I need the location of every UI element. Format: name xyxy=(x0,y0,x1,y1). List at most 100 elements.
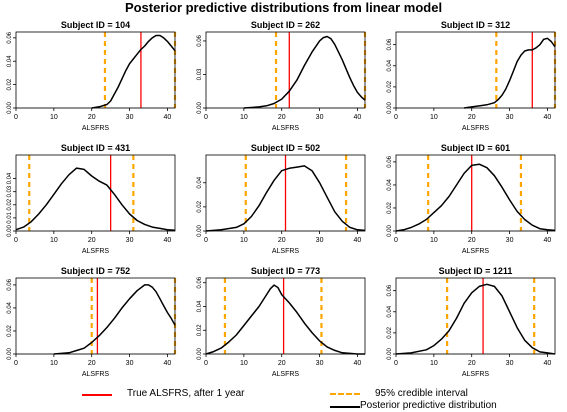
panel-8-ytick-label: 0.00 xyxy=(197,348,203,360)
legend-density-label: Posterior predictive distribution xyxy=(360,400,497,411)
panel-3-ytick-label: 0.04 xyxy=(387,59,393,71)
panel-4-ytick-label: 0.02 xyxy=(7,198,13,210)
panel-9-xlabel: ALSFRS xyxy=(462,371,490,378)
panel-4-ytick-label: 0.03 xyxy=(7,185,13,197)
panel-6-xtick-label: 10 xyxy=(430,237,438,244)
panel-2-density-curve xyxy=(243,35,366,109)
panel-4-xtick-label: 30 xyxy=(126,237,134,244)
panel-3-title: Subject ID = 312 xyxy=(441,20,510,30)
panel-1-ytick-label: 0.02 xyxy=(7,78,13,90)
panel-4-xtick-label: 40 xyxy=(164,237,172,244)
panel-2-xtick-label: 40 xyxy=(354,114,362,121)
panel-4-xtick-label: 10 xyxy=(50,237,58,244)
panel-2-ytick-label: 0.06 xyxy=(197,34,203,46)
panel-8-xlabel: ALSFRS xyxy=(272,371,300,378)
panel-9-title: Subject ID = 1211 xyxy=(439,266,513,276)
panel-4-density-curve xyxy=(15,167,176,232)
panel-3-xlabel: ALSFRS xyxy=(462,125,490,132)
panel-1-xlabel: ALSFRS xyxy=(82,125,110,132)
panel-1-density-curve xyxy=(91,34,176,109)
panel-9-ytick-label: 0.00 xyxy=(387,348,393,360)
panel-1-frame xyxy=(15,31,176,109)
panel-2-xlabel: ALSFRS xyxy=(272,125,300,132)
panel-5-ytick-label: 0.00 xyxy=(197,225,203,237)
panel-9-density-curve xyxy=(395,283,556,355)
panel-2-xtick-label: 0 xyxy=(204,114,208,121)
panel-3-ytick-label: 0.06 xyxy=(387,38,393,50)
panel-7-title: Subject ID = 752 xyxy=(61,266,130,276)
panel-5-xlabel: ALSFRS xyxy=(272,248,300,255)
panel-1-xtick-label: 10 xyxy=(50,114,58,121)
panel-2-ytick-label: 0.03 xyxy=(197,68,203,80)
panel-4-xlabel: ALSFRS xyxy=(82,248,110,255)
figure-title: Posterior predictive distributions from … xyxy=(124,0,443,15)
panel-8-xtick-label: 30 xyxy=(316,360,324,367)
panel-8-title: Subject ID = 773 xyxy=(251,266,320,276)
panel-9-ytick-label: 0.04 xyxy=(387,305,393,317)
panel-7-ytick-label: 0.06 xyxy=(7,278,13,290)
panel-6-xtick-label: 30 xyxy=(506,237,514,244)
panel-4-ytick-label: 0.04 xyxy=(7,172,13,184)
panel-4-frame xyxy=(15,154,176,232)
panel-8-xtick-label: 40 xyxy=(354,360,362,367)
panel-2-xtick-label: 10 xyxy=(240,114,248,121)
panel-5-ytick-label: 0.02 xyxy=(197,200,203,212)
panel-5-xtick-label: 40 xyxy=(354,237,362,244)
panel-6-xlabel: ALSFRS xyxy=(462,248,490,255)
panel-1-xtick-label: 20 xyxy=(88,114,96,121)
panel-9-xtick-label: 40 xyxy=(544,360,552,367)
panel-2-title: Subject ID = 262 xyxy=(251,20,320,30)
panel-4-title: Subject ID = 431 xyxy=(61,143,130,153)
panel-6-ytick-label: 0.02 xyxy=(387,201,393,213)
panel-5-xtick-label: 30 xyxy=(316,237,324,244)
panel-7-frame xyxy=(15,277,176,355)
panel-9-xtick-label: 20 xyxy=(468,360,476,367)
panel-6-ytick-label: 0.00 xyxy=(387,225,393,237)
panel-8-xtick-label: 20 xyxy=(278,360,286,367)
panel-3-ytick-label: 0.02 xyxy=(387,80,393,92)
panel-9-ytick-label: 0.02 xyxy=(387,326,393,338)
panel-7-density-curve xyxy=(53,284,176,355)
panel-6-xtick-label: 0 xyxy=(394,237,398,244)
panel-3-ytick-label: 0.00 xyxy=(387,102,393,114)
panel-3-xtick-label: 40 xyxy=(544,114,552,121)
legend-density-swatch xyxy=(330,406,360,408)
panel-6-ytick-label: 0.06 xyxy=(387,155,393,167)
panel-3-frame xyxy=(395,31,556,109)
panel-8-ytick-label: 0.02 xyxy=(197,324,203,336)
panel-6-xtick-label: 40 xyxy=(544,237,552,244)
panel-7-ytick-label: 0.00 xyxy=(7,348,13,360)
panel-3-xtick-label: 0 xyxy=(394,114,398,121)
panel-5-ytick-label: 0.04 xyxy=(197,176,203,188)
panel-6-ytick-label: 0.04 xyxy=(387,178,393,190)
panel-7-xtick-label: 30 xyxy=(126,360,134,367)
panel-3-xtick-label: 20 xyxy=(468,114,476,121)
panel-6-frame xyxy=(395,154,556,232)
panel-8-ytick-label: 0.06 xyxy=(197,276,203,288)
panel-7-ytick-label: 0.02 xyxy=(7,324,13,336)
panel-3-xtick-label: 30 xyxy=(506,114,514,121)
panel-4-ytick-label: 0.00 xyxy=(7,225,13,237)
legend-true-value-label: True ALSFRS, after 1 year xyxy=(127,388,245,399)
panel-2-frame xyxy=(205,31,366,109)
panel-9-ytick-label: 0.06 xyxy=(387,284,393,296)
panel-8-ytick-label: 0.04 xyxy=(197,300,203,312)
panel-3-xtick-label: 10 xyxy=(430,114,438,121)
panel-5-title: Subject ID = 502 xyxy=(251,143,320,153)
panel-1-title: Subject ID = 104 xyxy=(61,20,130,30)
panel-3-density-curve xyxy=(463,37,556,109)
panel-8-xtick-label: 0 xyxy=(204,360,208,367)
panel-8-frame xyxy=(205,277,366,355)
panel-8-density-curve xyxy=(205,284,365,355)
panel-7-xtick-label: 0 xyxy=(14,360,18,367)
panel-6-xtick-label: 20 xyxy=(468,237,476,244)
panel-8-xtick-label: 10 xyxy=(240,360,248,367)
panel-7-xtick-label: 40 xyxy=(164,360,172,367)
panel-2-xtick-label: 30 xyxy=(316,114,324,121)
panel-5-frame xyxy=(205,154,366,232)
panel-1-xtick-label: 0 xyxy=(14,114,18,121)
panel-2-xtick-label: 20 xyxy=(278,114,286,121)
panel-1-ytick-label: 0.00 xyxy=(7,102,13,114)
panel-6-density-curve xyxy=(395,163,556,232)
